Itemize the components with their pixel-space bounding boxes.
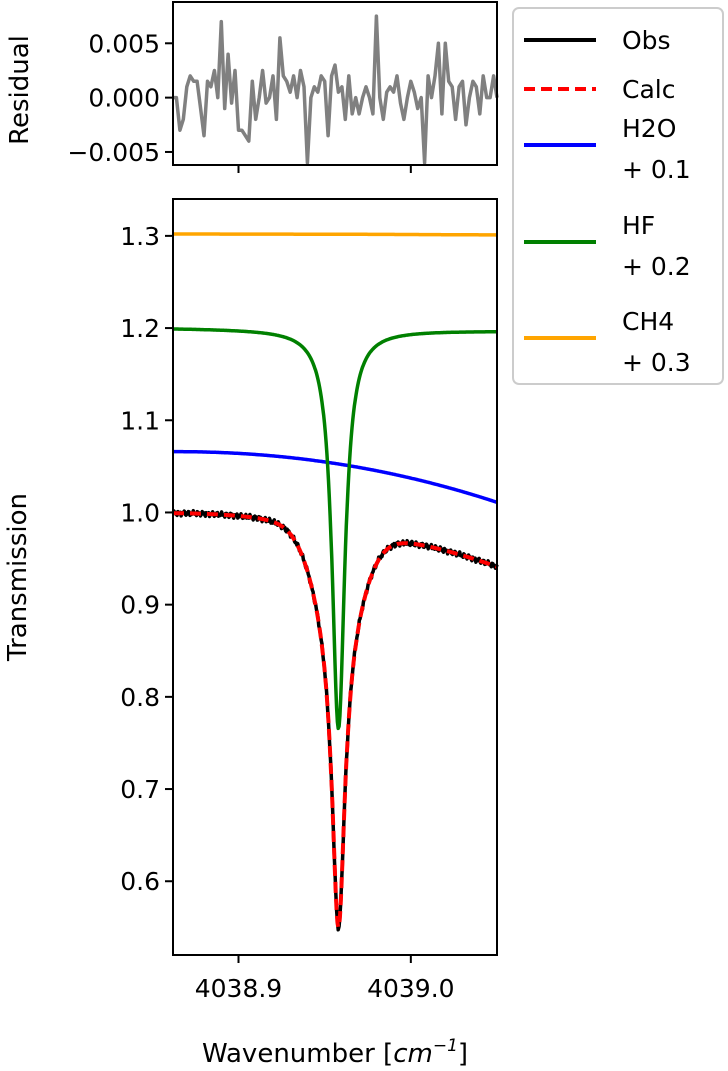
series-line-h2o — [172, 449, 498, 504]
residual-y-axis: 0.005 0.000 −0.005 — [67, 29, 173, 167]
residual-panel: 0.005 0.000 −0.005 Residual — [5, 1, 499, 173]
x-axis-title-exponent: −1 — [433, 1036, 458, 1056]
legend-label-ch4: CH4 — [622, 307, 674, 336]
main-y-tick-label: 1.2 — [120, 314, 160, 343]
residual-series-line — [173, 14, 499, 165]
main-x-tick-label: 4039.0 — [367, 974, 454, 1003]
legend-label-hf: HF — [622, 211, 655, 240]
legend-items: Obs Calc H2O + 0.1 HF + 0.2 CH4 + 0.3 — [524, 26, 691, 377]
x-axis-title-suffix: ] — [458, 1039, 468, 1069]
x-axis-title-unit: cm — [393, 1039, 433, 1069]
residual-y-tick-label: −0.005 — [67, 138, 160, 167]
main-x-axis-title: Wavenumber [cm−1] — [202, 1036, 468, 1069]
series-line-calc — [171, 511, 499, 930]
main-y-tick-label: 0.8 — [120, 683, 160, 712]
legend: Obs Calc H2O + 0.1 HF + 0.2 CH4 + 0.3 — [512, 7, 724, 385]
main-frame — [172, 198, 498, 956]
series-line-ch4 — [172, 232, 498, 237]
main-y-axis: 0.6 0.7 0.8 0.9 1.0 1.1 1.2 1.3 — [120, 222, 173, 896]
main-y-tick-label: 0.9 — [120, 591, 160, 620]
main-y-tick-label: 1.0 — [120, 498, 160, 527]
main-x-tick-label: 4038.9 — [195, 974, 282, 1003]
main-x-axis: 4038.9 4039.0 — [195, 955, 455, 1003]
legend-label-obs: Obs — [622, 26, 671, 55]
legend-label-hf: + 0.2 — [622, 252, 691, 281]
residual-plot-area — [173, 14, 499, 165]
legend-label-calc: Calc — [622, 75, 675, 104]
x-axis-title-prefix: Wavenumber [ — [202, 1039, 393, 1069]
residual-frame — [172, 1, 498, 166]
main-y-axis-title: Transmission — [3, 493, 33, 662]
residual-y-axis-title: Residual — [5, 35, 35, 145]
legend-label-h2o: H2O — [622, 114, 676, 143]
main-y-tick-label: 1.3 — [120, 222, 160, 251]
legend-label-h2o: + 0.1 — [622, 155, 691, 184]
legend-box — [512, 7, 724, 385]
series-line-hf — [172, 327, 498, 731]
legend-label-ch4: + 0.3 — [622, 348, 691, 377]
main-panel: 0.6 0.7 0.8 0.9 1.0 1.1 1.2 1.3 4038.9 4039.0 Tr… — [3, 198, 499, 1069]
main-y-tick-label: 0.6 — [120, 867, 160, 896]
residual-x-axis — [237, 165, 412, 173]
residual-y-tick-label: 0.000 — [88, 84, 160, 113]
residual-y-tick-label: 0.005 — [88, 29, 160, 58]
main-y-tick-label: 1.1 — [120, 406, 160, 435]
main-plot-area — [171, 232, 499, 932]
main-y-tick-label: 0.7 — [120, 775, 160, 804]
